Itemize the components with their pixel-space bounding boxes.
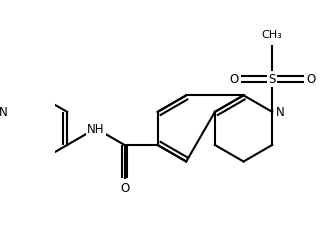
Text: O: O <box>120 182 129 195</box>
Text: N: N <box>276 106 284 119</box>
Text: N: N <box>0 106 7 119</box>
Text: S: S <box>269 73 276 86</box>
Text: NH: NH <box>87 122 105 135</box>
Text: O: O <box>229 73 238 86</box>
Text: O: O <box>306 73 315 86</box>
Text: CH₃: CH₃ <box>262 30 283 40</box>
